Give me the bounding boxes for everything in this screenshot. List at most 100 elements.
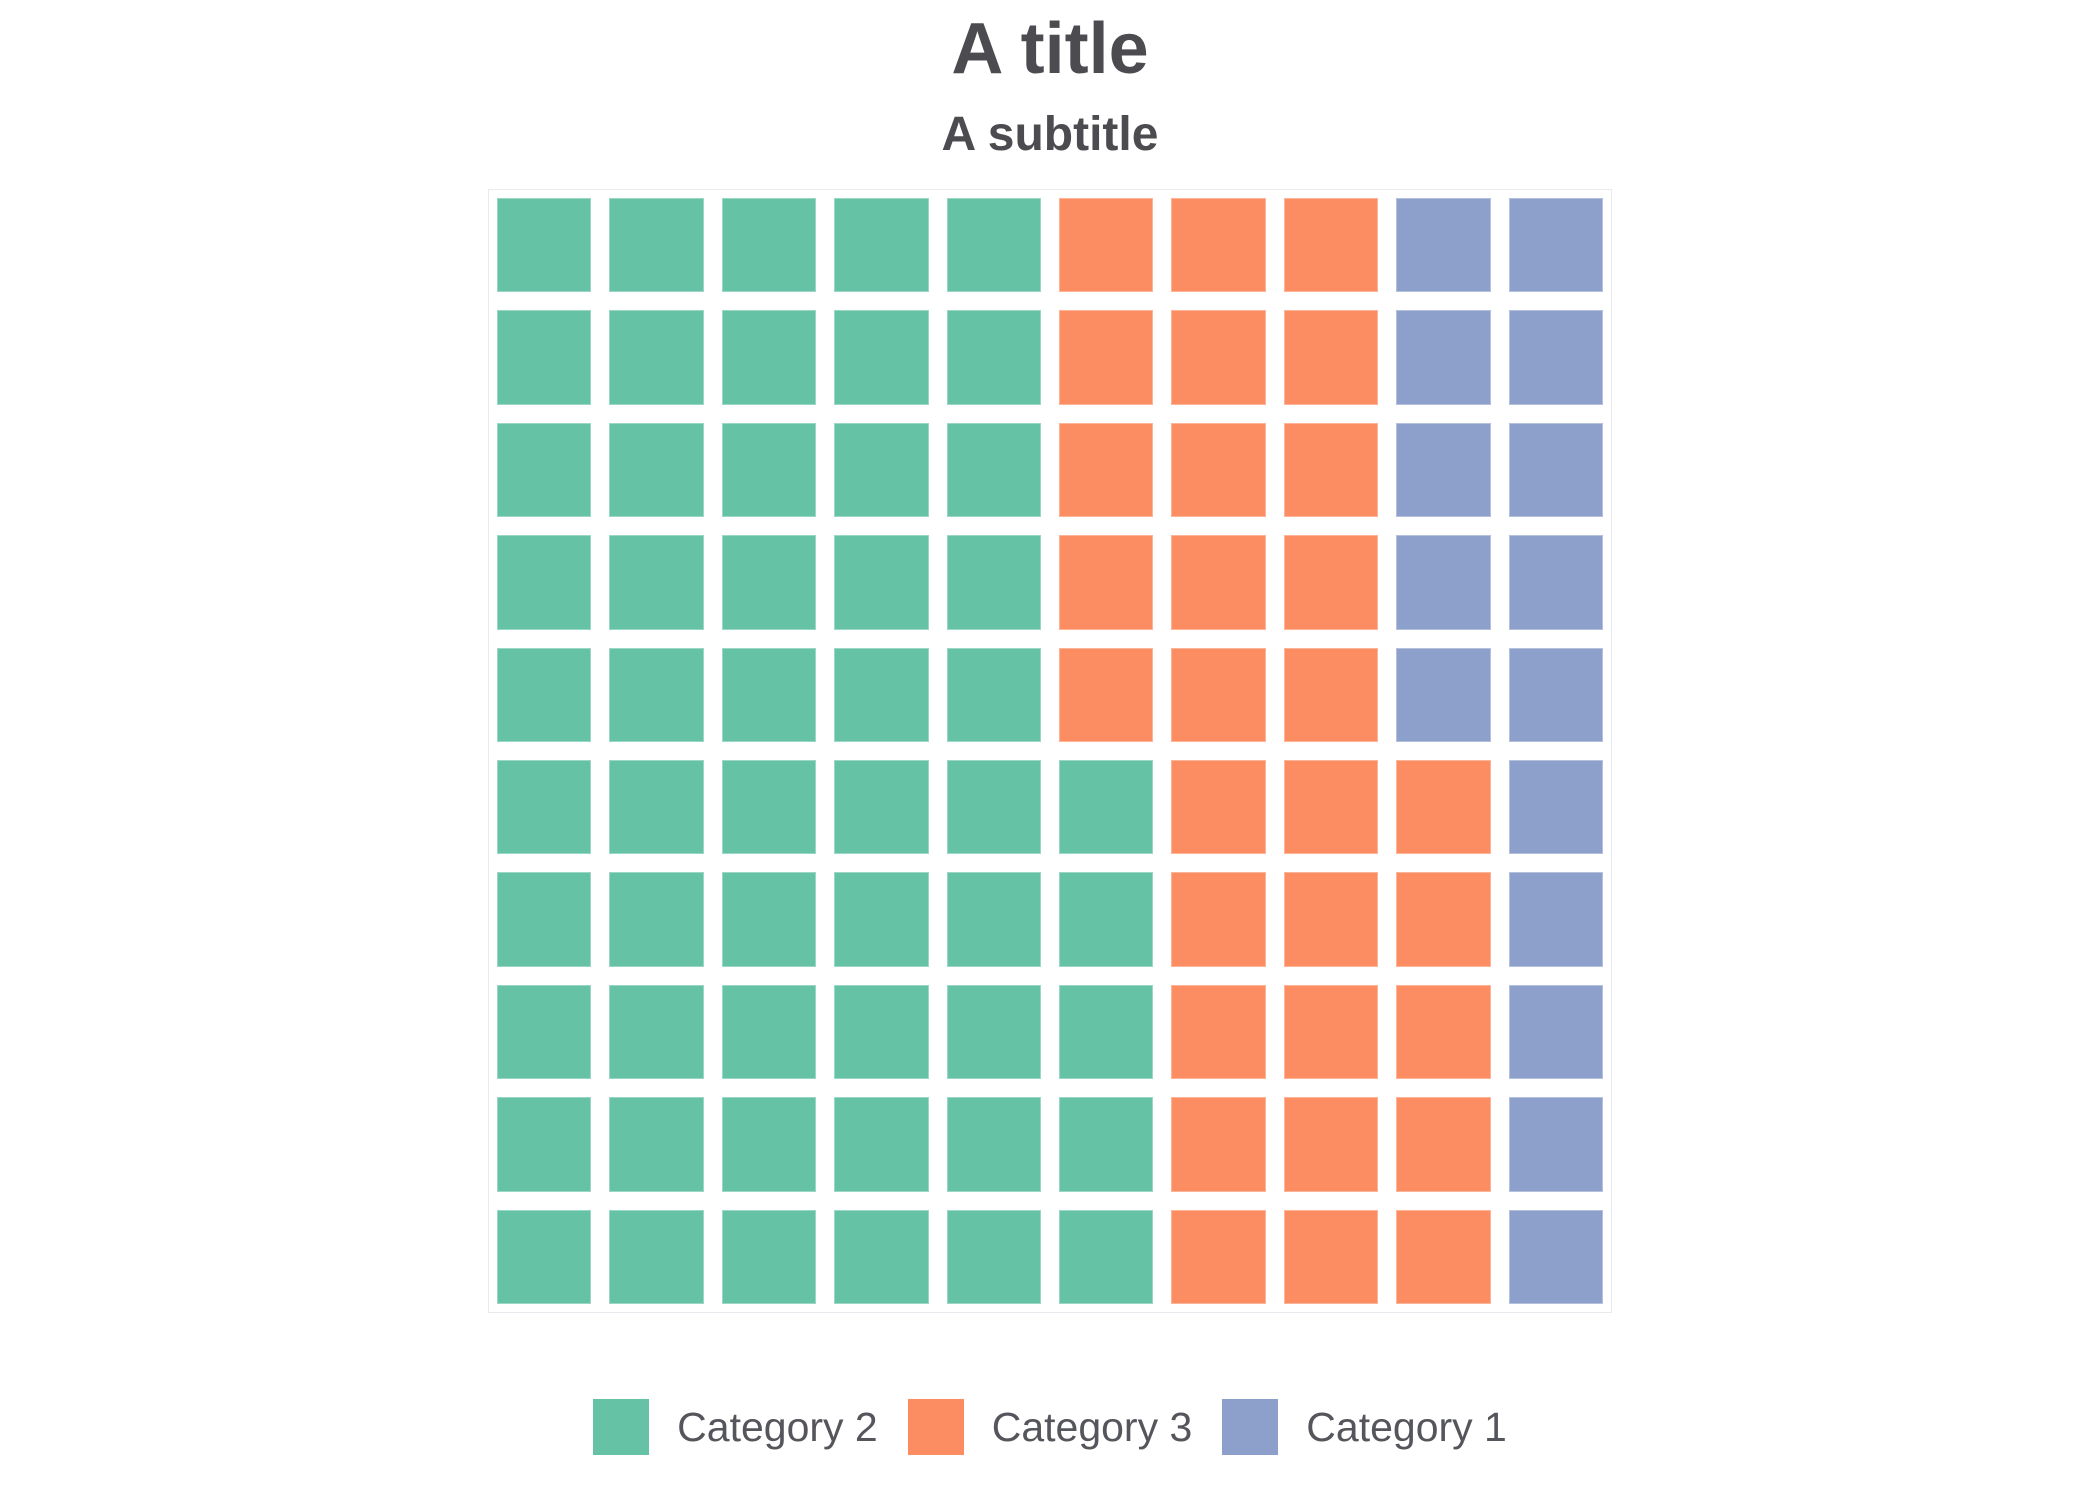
waffle-cell (497, 198, 592, 293)
waffle-cell (1283, 422, 1379, 518)
waffle-cell (946, 422, 1041, 518)
waffle-cell (1396, 535, 1491, 630)
waffle-cell (1283, 647, 1379, 742)
waffle-cell (1171, 984, 1266, 1080)
waffle-panel (488, 189, 1612, 1313)
waffle-cell (1059, 872, 1154, 967)
waffle-cell (946, 647, 1041, 742)
waffle-cell (609, 310, 704, 405)
legend-swatch-category-3 (907, 1399, 964, 1455)
waffle-cell (497, 310, 592, 405)
waffle-cell (1059, 760, 1154, 855)
waffle-cell (497, 422, 592, 518)
waffle-cell (834, 872, 929, 967)
legend-label-category-1: Category 1 (1306, 1403, 1507, 1450)
waffle-cell (1396, 1097, 1491, 1192)
waffle-cell (1283, 198, 1379, 293)
legend-item-category-2[interactable]: Category 2 (593, 1399, 878, 1455)
waffle-cell (1059, 198, 1154, 293)
legend: Category 2 Category 3 Category 1 (0, 1399, 2100, 1455)
waffle-cell (609, 1097, 704, 1192)
legend-swatch-category-1 (1222, 1399, 1279, 1455)
waffle-cell (1171, 198, 1266, 293)
waffle-cell (1396, 1209, 1491, 1304)
waffle-cell (1171, 872, 1266, 967)
waffle-cell (946, 198, 1041, 293)
waffle-cell (721, 198, 817, 293)
waffle-cell (721, 535, 817, 630)
waffle-cell (721, 310, 817, 405)
waffle-cell (1171, 1097, 1266, 1192)
waffle-cell (497, 647, 592, 742)
waffle-cell (946, 535, 1041, 630)
waffle-cell (1508, 872, 1603, 967)
waffle-cell (1283, 760, 1379, 855)
waffle-cell (609, 422, 704, 518)
waffle-cell (1059, 984, 1154, 1080)
waffle-cell (497, 872, 592, 967)
waffle-cell (834, 647, 929, 742)
waffle-cell (721, 647, 817, 742)
waffle-cell (609, 872, 704, 967)
waffle-cell (721, 422, 817, 518)
waffle-cell (1059, 422, 1154, 518)
waffle-cell (497, 760, 592, 855)
waffle-cell (834, 310, 929, 405)
waffle-cell (1396, 422, 1491, 518)
waffle-cell (1171, 535, 1266, 630)
waffle-cell (497, 1209, 592, 1304)
waffle-cell (1508, 1097, 1603, 1192)
waffle-cell (721, 760, 817, 855)
waffle-cell (1283, 1209, 1379, 1304)
waffle-cell (1283, 872, 1379, 967)
waffle-cell (609, 198, 704, 293)
legend-label-category-3: Category 3 (991, 1403, 1193, 1450)
waffle-cell (1396, 984, 1491, 1080)
waffle-cell (1283, 984, 1379, 1080)
waffle-cell (946, 1209, 1041, 1304)
waffle-cell (1396, 647, 1491, 742)
waffle-cell (946, 760, 1041, 855)
waffle-cell (721, 984, 817, 1080)
waffle-cell (1171, 647, 1266, 742)
legend-label-category-2: Category 2 (677, 1403, 878, 1450)
legend-item-category-1[interactable]: Category 1 (1222, 1399, 1507, 1455)
waffle-cell (497, 1097, 592, 1192)
waffle-cell (721, 1097, 817, 1192)
waffle-cell (1508, 422, 1603, 518)
waffle-cell (1171, 760, 1266, 855)
waffle-cell (1059, 647, 1154, 742)
waffle-cell (1508, 535, 1603, 630)
waffle-cell (1508, 984, 1603, 1080)
waffle-cell (834, 422, 929, 518)
waffle-cell (834, 984, 929, 1080)
waffle-cell (1508, 310, 1603, 405)
waffle-cell (1508, 198, 1603, 293)
waffle-cell (834, 1097, 929, 1192)
waffle-cell (946, 310, 1041, 405)
waffle-cell (834, 198, 929, 293)
waffle-cell (609, 535, 704, 630)
waffle-cell (1396, 760, 1491, 855)
waffle-cell (1059, 535, 1154, 630)
waffle-cell (1283, 310, 1379, 405)
waffle-cell (1508, 647, 1603, 742)
chart-subtitle: A subtitle (941, 108, 1159, 161)
waffle-cell (721, 872, 817, 967)
waffle-cell (497, 984, 592, 1080)
waffle-cell (834, 760, 929, 855)
waffle-cell (1396, 310, 1491, 405)
waffle-cell (1171, 310, 1266, 405)
waffle-cell (1059, 1097, 1154, 1192)
chart-title: A title (951, 9, 1149, 89)
legend-item-category-3[interactable]: Category 3 (907, 1399, 1193, 1455)
waffle-cell (1508, 760, 1603, 855)
waffle-cell (1283, 535, 1379, 630)
legend-swatch-category-2 (593, 1399, 650, 1455)
waffle-cell (1171, 422, 1266, 518)
waffle-cell (1283, 1097, 1379, 1192)
waffle-cell (609, 760, 704, 855)
waffle-cell (609, 1209, 704, 1304)
waffle-cell (1171, 1209, 1266, 1304)
waffle-cell (609, 984, 704, 1080)
